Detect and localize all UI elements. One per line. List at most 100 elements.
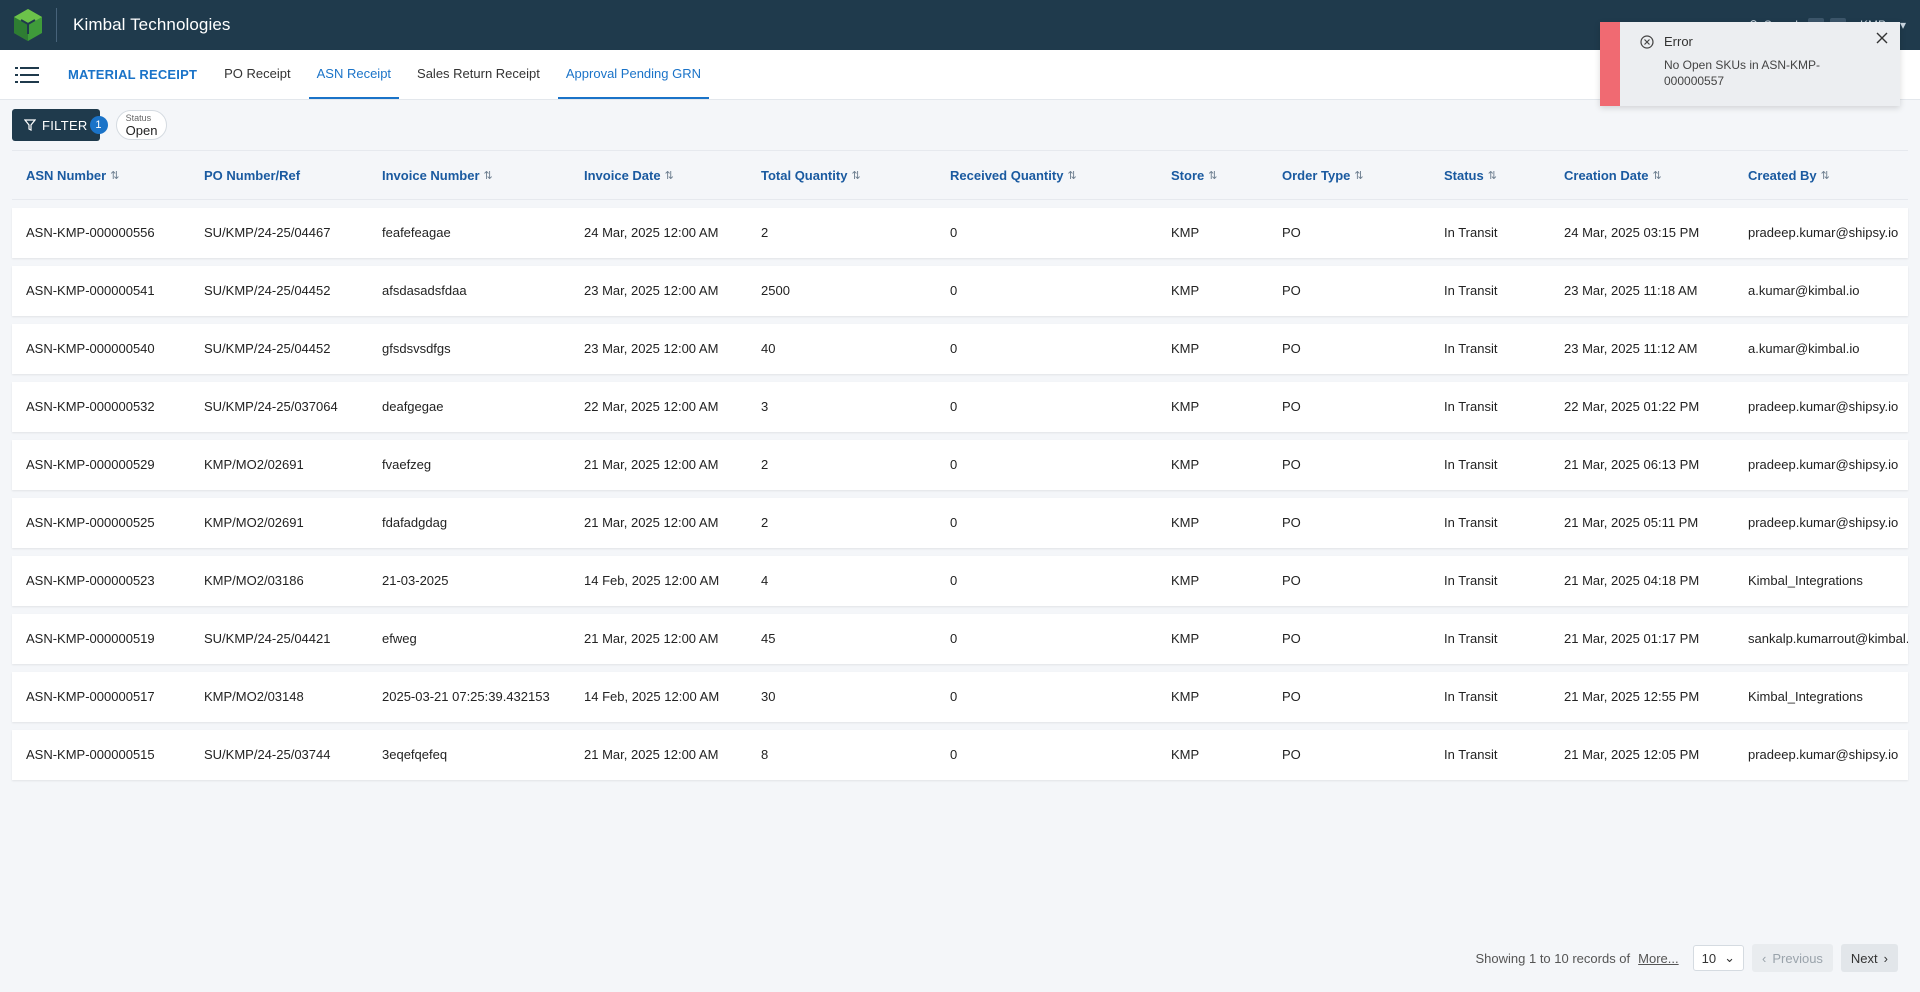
column-header[interactable]: Creation Date ⇅	[1564, 167, 1662, 183]
table-cell: PO	[1282, 457, 1301, 472]
table-cell: pradeep.kumar@shipsy.io	[1748, 515, 1899, 530]
table-cell: 23 Mar, 2025 12:00 AM	[584, 341, 719, 356]
table-row[interactable]: ASN-KMP-000000556 SU/KMP/24-25/04467 feafe…	[12, 208, 1908, 258]
table-cell: SU/KMP/24-25/04452	[204, 341, 331, 356]
table-cell: ASN-KMP-000000529	[26, 457, 155, 472]
table-row[interactable]: ASN-KMP-000000532 SU/KMP/24-25/037064 deaf…	[12, 382, 1908, 432]
table-cell: ASN-KMP-000000532	[26, 399, 155, 414]
page-size-select[interactable]: 10 ⌄	[1692, 945, 1744, 971]
kimbal-logo[interactable]	[6, 0, 50, 50]
table-row[interactable]: ASN-KMP-000000517 KMP/MO2/03148 2025-03-21…	[12, 672, 1908, 722]
table-cell: In Transit	[1444, 457, 1498, 472]
table-cell: efweg	[382, 631, 417, 646]
sort-icon: ⇅	[1652, 169, 1662, 182]
table-cell: In Transit	[1444, 747, 1498, 762]
tab-asn-receipt[interactable]: ASN Receipt	[308, 50, 400, 99]
section-title: MATERIAL RECEIPT	[68, 67, 198, 82]
table-cell: 21 Mar, 2025 12:05 PM	[1564, 747, 1700, 762]
tab-approval-pending-grn[interactable]: Approval Pending GRN	[557, 50, 710, 99]
sort-icon: ⇅	[1820, 169, 1830, 182]
hamburger-menu-button[interactable]	[0, 50, 54, 99]
filter-count-badge: 1	[89, 116, 108, 134]
column-header[interactable]: Created By ⇅	[1748, 167, 1830, 183]
table-cell: PO	[1282, 515, 1301, 530]
table-body: ASN-KMP-000000556 SU/KMP/24-25/04467 feafe…	[12, 208, 1908, 780]
table-cell: 21 Mar, 2025 12:00 AM	[584, 747, 719, 762]
status-filter-chip[interactable]: Status Open	[115, 110, 168, 140]
chip-value: Open	[125, 122, 158, 138]
table-cell: PO	[1282, 283, 1301, 298]
table-cell: 23 Mar, 2025 12:00 AM	[584, 283, 719, 298]
sort-icon: ⇅	[1354, 169, 1364, 182]
table-cell: In Transit	[1444, 399, 1498, 414]
table-row[interactable]: ASN-KMP-000000540 SU/KMP/24-25/04452 gfsds…	[12, 324, 1908, 374]
column-header[interactable]: Invoice Number ⇅	[382, 167, 493, 183]
table-cell: a.kumar@kimbal.io	[1748, 283, 1860, 298]
error-toast: Error No Open SKUs in ASN-KMP-000000557	[1600, 22, 1900, 106]
table-cell: PO	[1282, 341, 1301, 356]
previous-page-button[interactable]: ‹ Previous	[1752, 944, 1833, 972]
table-cell: 23 Mar, 2025 11:12 AM	[1564, 341, 1698, 356]
table-cell: KMP	[1171, 283, 1200, 298]
table-cell: KMP/MO2/02691	[204, 515, 304, 530]
column-header[interactable]: Received Quantity ⇅	[950, 167, 1077, 183]
next-page-button[interactable]: Next ›	[1840, 944, 1898, 972]
table-row[interactable]: ASN-KMP-000000541 SU/KMP/24-25/04452 afsda…	[12, 266, 1908, 316]
column-header: PO Number/Ref	[204, 167, 301, 183]
column-header[interactable]: Order Type ⇅	[1282, 167, 1364, 183]
column-header[interactable]: Status ⇅	[1444, 167, 1497, 183]
user-menu-icon[interactable]: ▾	[1899, 18, 1906, 32]
table-cell: SU/KMP/24-25/04421	[204, 631, 331, 646]
table-cell: In Transit	[1444, 283, 1498, 298]
sort-icon: ⇅	[664, 169, 674, 182]
table-row[interactable]: ASN-KMP-000000529 KMP/MO2/02691 fvaefzeg 21…	[12, 440, 1908, 490]
column-header[interactable]: Store ⇅	[1171, 167, 1218, 183]
table-row[interactable]: ASN-KMP-000000515 SU/KMP/24-25/03744 3eqef…	[12, 730, 1908, 780]
close-icon[interactable]	[1876, 32, 1888, 47]
sort-icon: ⇅	[1487, 169, 1497, 182]
table-cell: 2	[761, 515, 769, 530]
table-cell: gfsdsvsdfgs	[382, 341, 451, 356]
more-records-link[interactable]: More...	[1638, 950, 1679, 966]
table-cell: PO	[1282, 573, 1301, 588]
table-cell: 40	[761, 341, 776, 356]
table-row[interactable]: ASN-KMP-000000519 SU/KMP/24-25/04421 efweg…	[12, 614, 1908, 664]
table-cell: feafefeagae	[382, 225, 451, 240]
table-cell: KMP	[1171, 515, 1200, 530]
chevron-left-icon: ‹	[1762, 950, 1767, 966]
table-cell: 23 Mar, 2025 11:18 AM	[1564, 283, 1698, 298]
tab-sales-return-receipt[interactable]: Sales Return Receipt	[417, 66, 540, 81]
pagination: Showing 1 to 10 records of More... 10 ⌄ …	[1476, 944, 1898, 972]
table-cell: Kimbal_Integrations	[1748, 689, 1863, 704]
table-cell: a.kumar@kimbal.io	[1748, 341, 1860, 356]
topbar-divider	[56, 8, 57, 42]
table-cell: KMP	[1171, 689, 1200, 704]
column-header[interactable]: Total Quantity ⇅	[761, 167, 861, 183]
column-header[interactable]: ASN Number ⇅	[26, 167, 120, 183]
table-cell: KMP	[1171, 631, 1200, 646]
table-cell: ASN-KMP-000000523	[26, 573, 155, 588]
table-cell: 21 Mar, 2025 06:13 PM	[1564, 457, 1700, 472]
column-header[interactable]: Invoice Date ⇅	[584, 167, 674, 183]
table-cell: SU/KMP/24-25/037064	[204, 399, 338, 414]
table-cell: 0	[950, 399, 958, 414]
table-cell: 22 Mar, 2025 12:00 AM	[584, 399, 719, 414]
table-row[interactable]: ASN-KMP-000000523 KMP/MO2/03186 21-03-2025…	[12, 556, 1908, 606]
table-cell: 14 Feb, 2025 12:00 AM	[584, 689, 720, 704]
table-cell: In Transit	[1444, 689, 1498, 704]
filter-bar: FILTER 1 Status Open	[12, 108, 168, 142]
table-cell: 21 Mar, 2025 01:17 PM	[1564, 631, 1700, 646]
table-cell: ASN-KMP-000000525	[26, 515, 155, 530]
table-cell: 21 Mar, 2025 12:55 PM	[1564, 689, 1700, 704]
table-cell: 0	[950, 341, 958, 356]
table-cell: In Transit	[1444, 225, 1498, 240]
table-row[interactable]: ASN-KMP-000000525 KMP/MO2/02691 fdafadgdag…	[12, 498, 1908, 548]
table-cell: KMP	[1171, 225, 1200, 240]
filter-button[interactable]: FILTER 1	[12, 109, 108, 141]
tab-po-receipt[interactable]: PO Receipt	[224, 66, 291, 81]
table-cell: SU/KMP/24-25/04467	[204, 225, 331, 240]
table-cell: 8	[761, 747, 769, 762]
table-cell: 2025-03-21 07:25:39.432153	[382, 689, 550, 704]
table-cell: afsdasadsfdaa	[382, 283, 467, 298]
table-cell: In Transit	[1444, 573, 1498, 588]
